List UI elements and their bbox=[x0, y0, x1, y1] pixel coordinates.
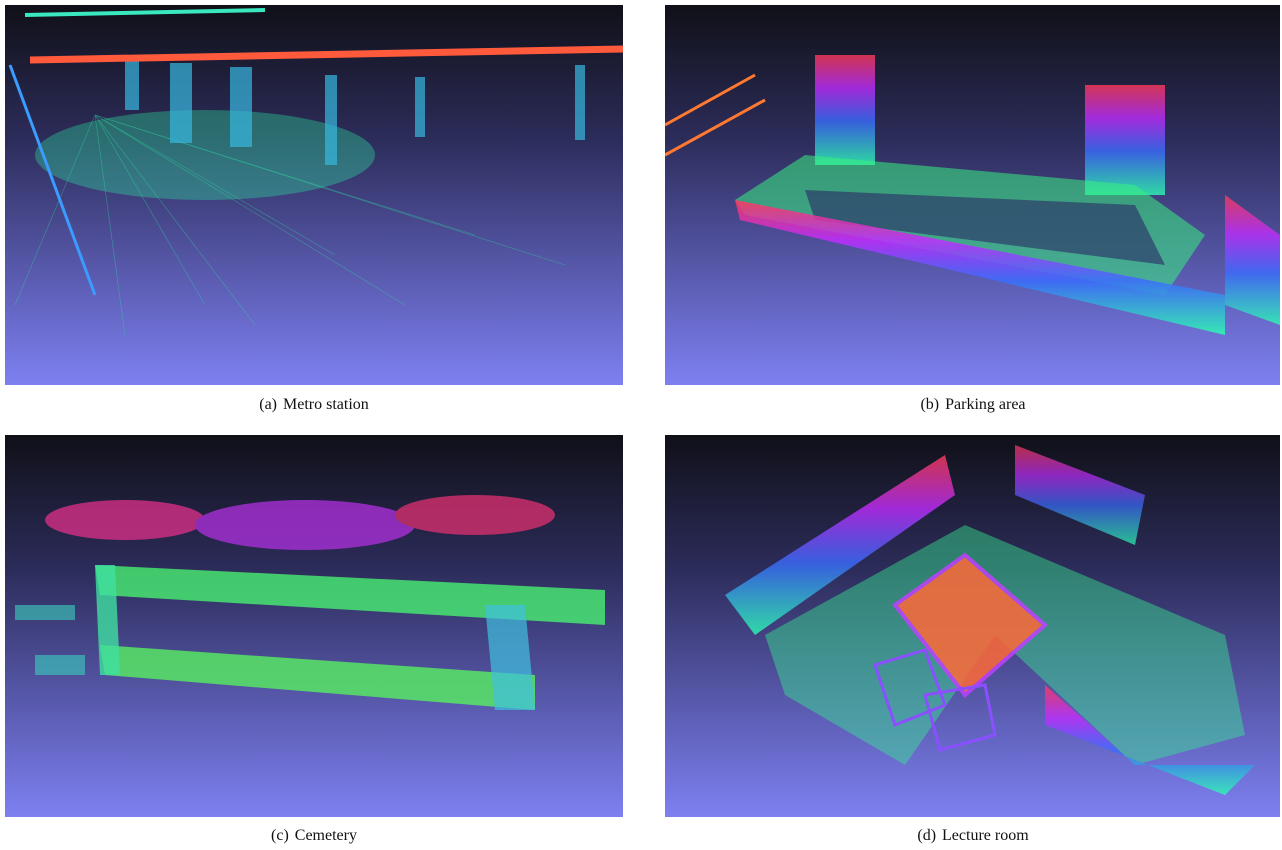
figure: (a) Metro station (b) Parking area (c) Ceme… bbox=[0, 0, 1282, 850]
caption-text: Cemetery bbox=[295, 827, 357, 844]
caption: (c) Cemetery bbox=[5, 827, 623, 845]
caption: (d) Lecture room bbox=[664, 827, 1282, 845]
caption: (a) Metro station bbox=[5, 396, 623, 414]
caption-text: Metro station bbox=[283, 396, 369, 413]
point-cloud-parking bbox=[665, 5, 1280, 385]
caption-text: Lecture room bbox=[942, 827, 1029, 844]
caption: (b) Parking area bbox=[664, 396, 1282, 414]
caption-label: (d) bbox=[917, 827, 936, 844]
point-cloud-cemetery bbox=[5, 435, 623, 817]
caption-text: Parking area bbox=[945, 396, 1025, 413]
caption-label: (a) bbox=[259, 396, 277, 413]
point-cloud-metro bbox=[5, 5, 623, 385]
caption-label: (b) bbox=[920, 396, 939, 413]
point-cloud-lecture bbox=[665, 435, 1280, 817]
caption-label: (c) bbox=[271, 827, 289, 844]
